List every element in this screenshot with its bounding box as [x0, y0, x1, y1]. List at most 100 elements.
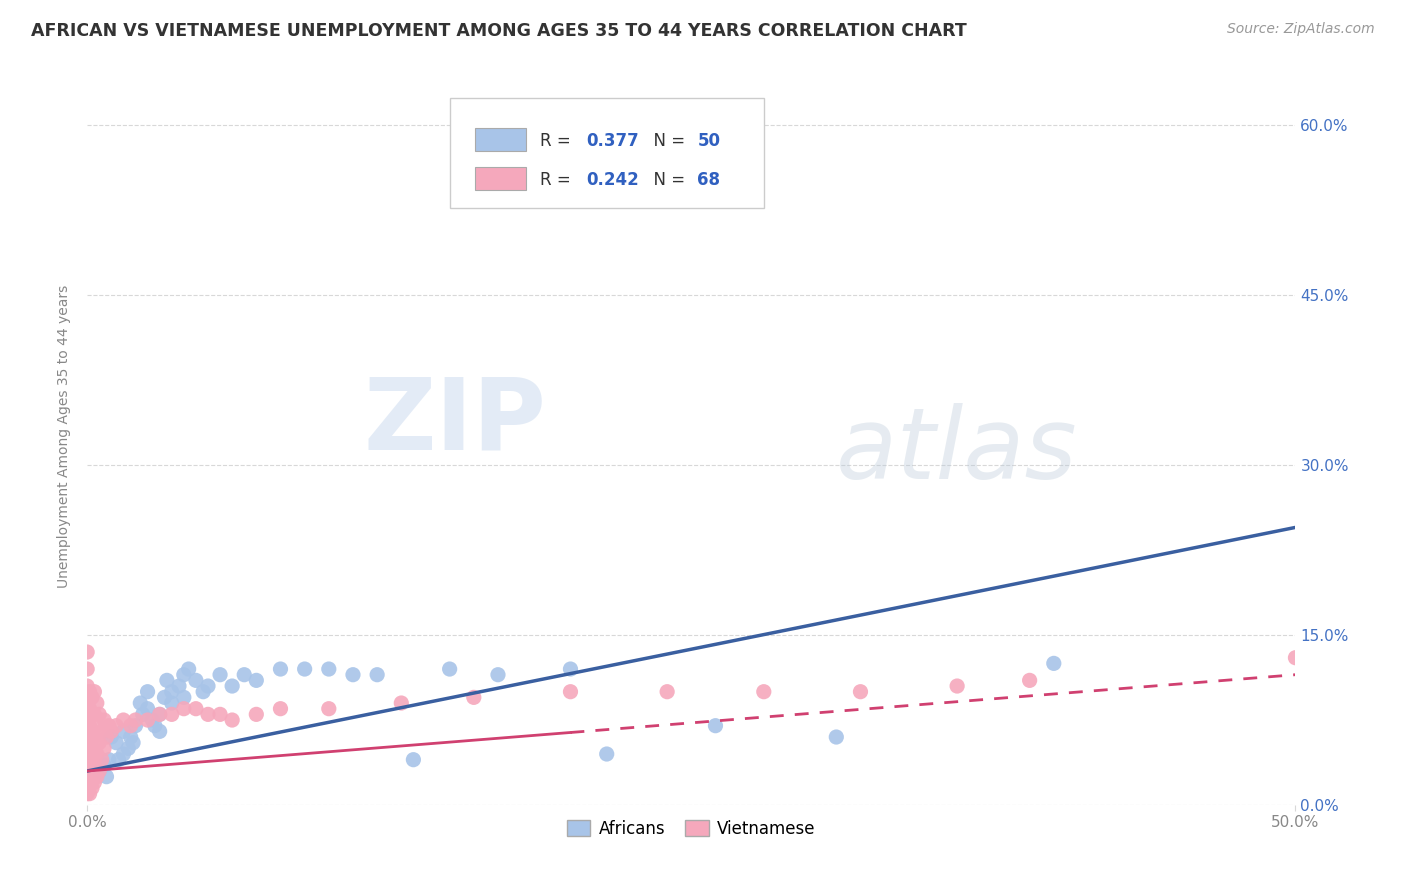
Point — [132, 707, 155, 722]
Point — [366, 667, 388, 681]
Point — [105, 736, 128, 750]
FancyBboxPatch shape — [450, 98, 763, 209]
Point — [117, 741, 139, 756]
Point — [143, 719, 166, 733]
Point — [122, 736, 145, 750]
Point — [269, 702, 291, 716]
Point — [76, 645, 98, 659]
Point — [96, 730, 118, 744]
Text: AFRICAN VS VIETNAMESE UNEMPLOYMENT AMONG AGES 35 TO 44 YEARS CORRELATION CHART: AFRICAN VS VIETNAMESE UNEMPLOYMENT AMONG… — [31, 22, 967, 40]
Point — [136, 684, 159, 698]
Point — [86, 747, 108, 761]
Point — [160, 696, 183, 710]
Point — [76, 702, 98, 716]
Text: ZIP: ZIP — [363, 374, 547, 471]
Point — [80, 690, 103, 705]
Point — [439, 662, 461, 676]
Point — [76, 758, 98, 772]
Point — [97, 719, 120, 733]
Point — [107, 753, 129, 767]
Text: R =: R = — [540, 171, 576, 189]
Point — [173, 667, 195, 681]
Point — [79, 787, 101, 801]
Point — [93, 741, 115, 756]
Point — [825, 730, 848, 744]
Point — [80, 741, 103, 756]
Point — [93, 713, 115, 727]
Point — [76, 713, 98, 727]
Point — [149, 707, 172, 722]
Point — [129, 696, 152, 710]
Point — [80, 780, 103, 795]
Point — [76, 662, 98, 676]
Point — [184, 702, 207, 716]
Point — [389, 696, 412, 710]
Point — [153, 690, 176, 705]
Point — [89, 736, 111, 750]
Point — [752, 684, 775, 698]
Point — [596, 747, 619, 761]
Point — [704, 719, 727, 733]
Point — [124, 719, 146, 733]
Point — [197, 679, 219, 693]
Point — [149, 707, 172, 722]
Point — [76, 775, 98, 789]
Point — [105, 719, 128, 733]
Text: N =: N = — [643, 132, 690, 150]
Point — [318, 662, 340, 676]
Point — [946, 679, 969, 693]
Point — [245, 673, 267, 688]
Point — [86, 719, 108, 733]
Point — [402, 753, 425, 767]
Point — [100, 730, 122, 744]
Legend: Africans, Vietnamese: Africans, Vietnamese — [561, 814, 823, 845]
Point — [141, 713, 163, 727]
Point — [1018, 673, 1040, 688]
Point — [221, 679, 243, 693]
Text: R =: R = — [540, 132, 576, 150]
Point — [463, 690, 485, 705]
Point — [79, 770, 101, 784]
Point — [120, 730, 142, 744]
Point — [76, 787, 98, 801]
Point — [76, 690, 98, 705]
Text: Source: ZipAtlas.com: Source: ZipAtlas.com — [1227, 22, 1375, 37]
Text: 68: 68 — [697, 171, 720, 189]
Point — [342, 667, 364, 681]
Point — [83, 684, 105, 698]
Point — [80, 764, 103, 778]
Point — [160, 707, 183, 722]
Point — [89, 764, 111, 778]
Point — [245, 707, 267, 722]
Point — [294, 662, 316, 676]
Point — [79, 702, 101, 716]
Point — [149, 724, 172, 739]
Point — [655, 684, 678, 698]
Point — [120, 719, 142, 733]
Point — [136, 713, 159, 727]
Point — [173, 690, 195, 705]
Point — [96, 770, 118, 784]
Point — [1284, 650, 1306, 665]
FancyBboxPatch shape — [475, 167, 526, 190]
Point — [93, 758, 115, 772]
Point — [80, 724, 103, 739]
Point — [209, 667, 232, 681]
Point — [560, 684, 582, 698]
Point — [89, 707, 111, 722]
Point — [76, 736, 98, 750]
Point — [486, 667, 509, 681]
Point — [112, 747, 135, 761]
FancyBboxPatch shape — [475, 128, 526, 151]
Point — [100, 724, 122, 739]
Text: 0.242: 0.242 — [586, 171, 638, 189]
Point — [167, 679, 190, 693]
Point — [124, 713, 146, 727]
Point — [233, 667, 256, 681]
Point — [156, 673, 179, 688]
Point — [76, 747, 98, 761]
Point — [80, 707, 103, 722]
Point — [89, 764, 111, 778]
Point — [560, 662, 582, 676]
Y-axis label: Unemployment Among Ages 35 to 44 years: Unemployment Among Ages 35 to 44 years — [58, 285, 72, 589]
